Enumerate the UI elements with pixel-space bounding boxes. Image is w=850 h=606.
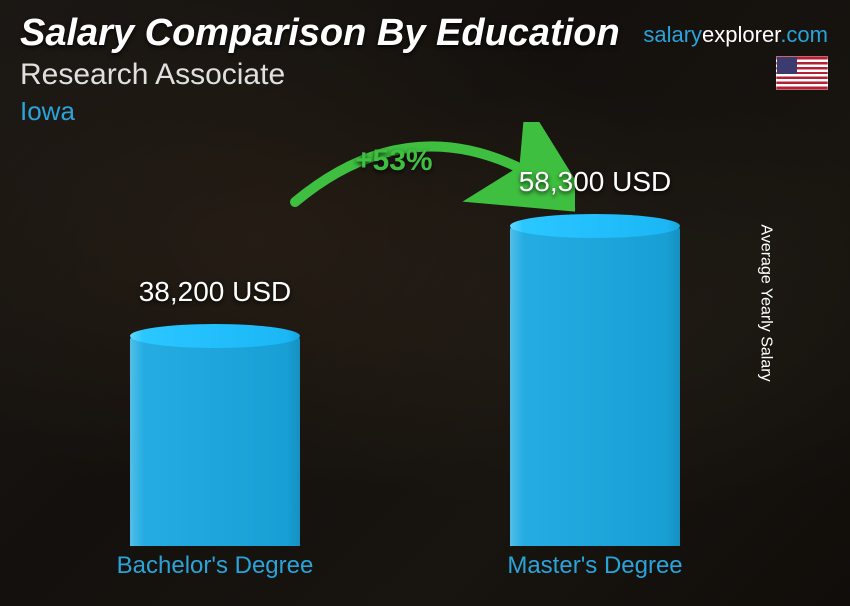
- job-title: Research Associate: [20, 58, 285, 92]
- percent-increase-label: +53%: [355, 144, 433, 178]
- bar-category-label: Bachelor's Degree: [85, 552, 345, 580]
- page-title: Salary Comparison By Education: [20, 12, 620, 55]
- bar-value-label: 38,200 USD: [85, 276, 345, 308]
- bar-category-label: Master's Degree: [465, 552, 725, 580]
- brand-logo: salaryexplorer.com: [643, 22, 828, 48]
- bar-value-label: 58,300 USD: [465, 166, 725, 198]
- bar-column: [130, 336, 300, 546]
- bar-masters: 58,300 USD Master's Degree: [510, 226, 680, 546]
- brand-part-2: explorer: [702, 22, 780, 47]
- bar-bachelors: 38,200 USD Bachelor's Degree: [130, 336, 300, 546]
- flag-icon: [776, 56, 828, 90]
- bar-column: [510, 226, 680, 546]
- brand-part-3: .com: [780, 22, 828, 47]
- location-label: Iowa: [20, 96, 75, 127]
- salary-bar-chart: +53% 38,200 USD Bachelor's Degree 58,300…: [60, 140, 770, 576]
- brand-part-1: salary: [643, 22, 702, 47]
